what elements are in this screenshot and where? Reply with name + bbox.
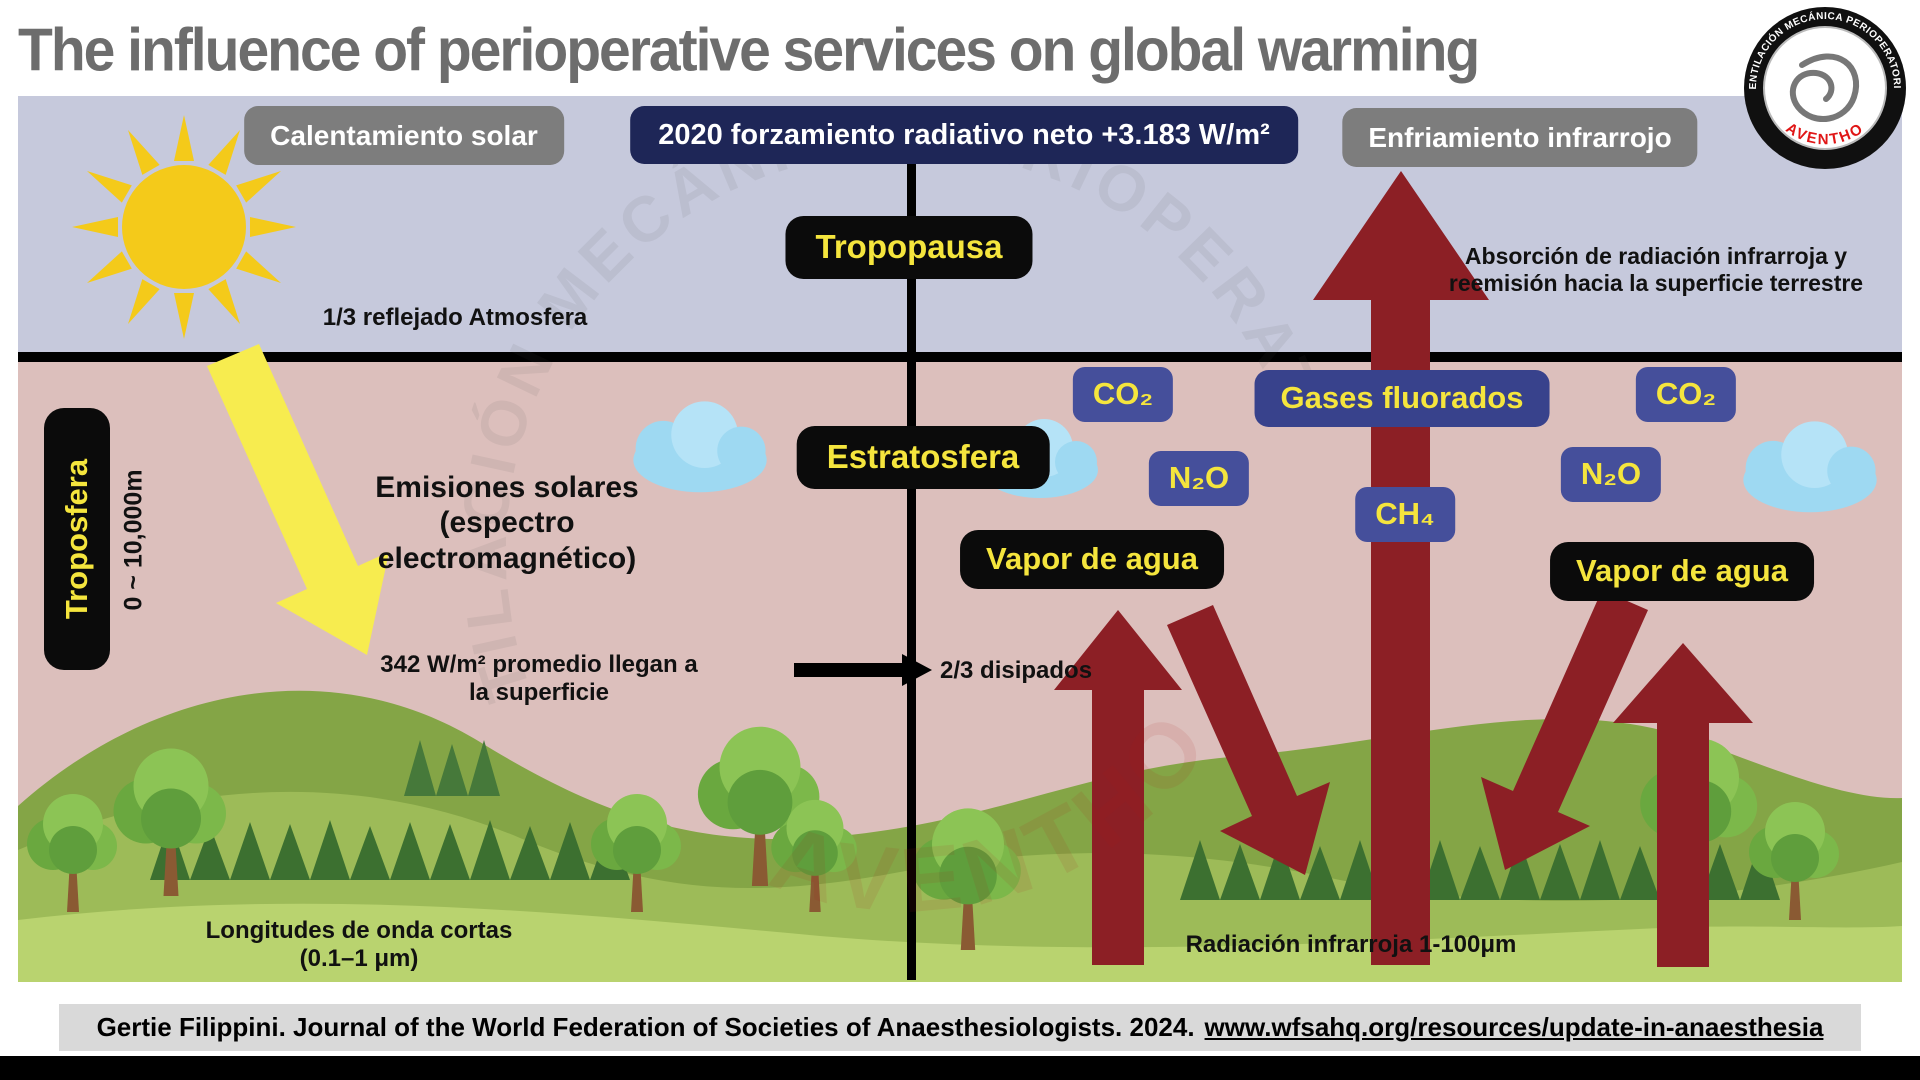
citation-link[interactable]: www.wfsahq.org/resources/update-in-anaes…: [1204, 1012, 1824, 1042]
tropopause-label: Tropopausa: [785, 216, 1033, 279]
solar-emissions-text: Emisiones solares (espectro electromagné…: [375, 471, 639, 575]
infrared-cooling-label: Enfriamiento infrarrojo: [1342, 108, 1698, 168]
shortwave-text: Longitudes de onda cortas (0.1–1 μm): [205, 917, 513, 973]
absorption-text: Absorción de radiación infrarroja y reem…: [1448, 243, 1864, 297]
page-title: The influence of perioperative services …: [18, 17, 1480, 85]
logo-swirl-icon: [1789, 53, 1859, 123]
center-divider-line: [907, 163, 916, 980]
water-vapor-right-label: Vapor de agua: [1550, 542, 1814, 601]
water-vapor-left-label: Vapor de agua: [960, 530, 1224, 589]
stratosphere-label: Estratosfera: [796, 426, 1050, 489]
citation-bar: Gertie Filippini. Journal of the World F…: [59, 1004, 1861, 1051]
co2-left-label: CO₂: [1072, 367, 1174, 422]
surface-average-text: 342 W/m² promedio llegan a la superficie: [380, 651, 698, 707]
radiative-forcing-label: 2020 forzamiento radiativo neto +3.183 W…: [630, 106, 1298, 165]
logo-inner-disc: [1763, 26, 1887, 150]
tropopause-divider-line: [18, 352, 1902, 362]
n2o-right-label: N₂O: [1560, 447, 1662, 502]
troposphere-label: Troposfera: [44, 408, 110, 670]
reflected-text: 1/3 reflejado Atmosfera: [322, 304, 588, 331]
co2-right-label: CO₂: [1635, 367, 1737, 422]
ch4-label: CH₄: [1355, 487, 1455, 542]
n2o-left-label: N₂O: [1148, 451, 1250, 506]
fluorinated-gases-label: Gases fluorados: [1254, 370, 1550, 427]
altitude-range-text: 0 ~ 10,000m: [119, 469, 148, 611]
citation-text: Gertie Filippini. Journal of the World F…: [96, 1012, 1195, 1042]
dissipated-text: 2/3 disipados: [940, 657, 1093, 684]
infrared-radiation-text: Radiación infrarroja 1-100μm: [1185, 931, 1517, 958]
bottom-border-strip: [0, 1056, 1920, 1080]
solar-heating-label: Calentamiento solar: [244, 106, 564, 166]
